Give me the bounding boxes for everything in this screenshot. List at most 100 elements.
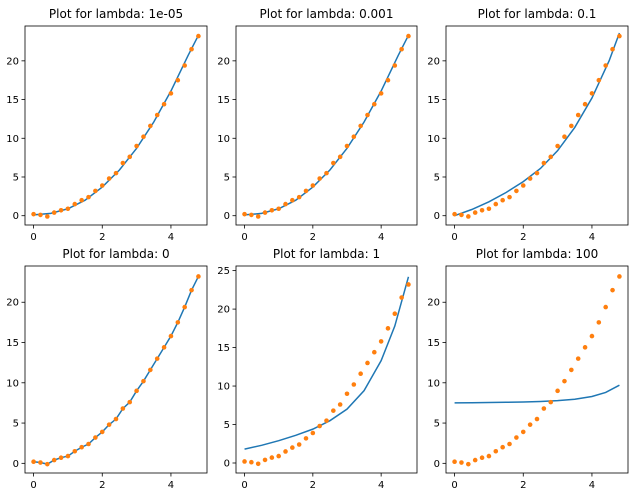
y-tick-label: 25 [217, 266, 230, 277]
data-point [45, 214, 50, 219]
data-point [392, 311, 398, 317]
data-point [527, 422, 533, 427]
data-point [290, 445, 295, 450]
data-point [93, 435, 98, 440]
data-point [472, 457, 478, 463]
data-point [113, 170, 119, 176]
axes-frame [235, 25, 418, 226]
axes-frame [24, 265, 208, 474]
data-point [365, 112, 370, 118]
data-point [276, 453, 281, 459]
x-tick-label: 4 [378, 232, 384, 243]
data-point [189, 46, 194, 52]
data-point [589, 333, 595, 339]
data-point [337, 402, 343, 407]
axes-frame [235, 265, 418, 474]
data-point [575, 112, 581, 118]
data-point [168, 333, 174, 339]
data-point [255, 461, 261, 467]
data-point [575, 356, 581, 361]
x-tick-label: 0 [30, 232, 36, 243]
data-point [276, 206, 281, 212]
data-point [38, 212, 43, 218]
data-point [534, 416, 540, 422]
y-tick-label: 15 [6, 95, 19, 106]
x-tick-label: 2 [520, 480, 526, 491]
data-point [31, 211, 36, 217]
y-tick-label: 5 [13, 419, 19, 430]
data-point [548, 399, 554, 405]
x-tick-label: 0 [451, 232, 457, 243]
data-point [406, 33, 411, 39]
subplot-title: Plot for lambda: 0.001 [260, 7, 394, 21]
data-point [65, 206, 71, 212]
data-point [351, 134, 357, 140]
y-tick-label: 15 [217, 343, 230, 354]
data-point [351, 382, 357, 387]
data-point [283, 201, 288, 207]
data-point [303, 188, 309, 194]
y-tick-label: 15 [427, 338, 440, 349]
data-point [399, 295, 404, 300]
data-point [596, 77, 602, 83]
subplot-2: Plot for lambda: 0.001 0 2 4 0 5 10 15 20 [217, 7, 418, 243]
x-tick-label: 2 [99, 232, 105, 243]
data-point [331, 160, 336, 166]
data-point [331, 408, 336, 413]
x-tick-label: 4 [168, 232, 174, 243]
y-tick-label: 20 [6, 298, 19, 309]
data-point [555, 388, 560, 394]
data-point [45, 461, 50, 467]
x-tick-label: 4 [589, 480, 595, 491]
data-point [555, 143, 560, 149]
data-point [500, 197, 505, 203]
y-tick-label: 20 [217, 56, 230, 67]
data-point [344, 143, 350, 149]
data-point [582, 101, 588, 107]
data-point [406, 282, 411, 287]
x-tick-label: 4 [378, 480, 384, 491]
data-point [310, 183, 316, 188]
data-point [534, 170, 540, 176]
data-point [303, 436, 309, 441]
data-point [344, 391, 350, 397]
x-tick-label: 2 [520, 232, 526, 243]
data-point [527, 176, 533, 181]
data-point [79, 197, 84, 203]
data-point [168, 91, 174, 96]
data-point [175, 77, 181, 83]
y-tick-label: 20 [427, 56, 440, 67]
data-point [182, 304, 187, 310]
data-point [148, 367, 153, 373]
data-point [337, 154, 343, 160]
data-point [296, 442, 302, 447]
data-point [589, 91, 595, 96]
x-tick-label: 0 [241, 480, 247, 491]
data-point [196, 33, 201, 39]
y-tick-label: 0 [224, 211, 230, 222]
y-tick-label: 0 [13, 211, 19, 222]
data-point [479, 207, 485, 213]
x-tick-label: 2 [310, 480, 316, 491]
data-point [242, 459, 247, 464]
data-point [541, 160, 547, 166]
data-point [269, 455, 275, 460]
data-point [269, 207, 275, 213]
y-tick-label: 0 [434, 459, 440, 470]
data-point [127, 399, 133, 405]
data-point [262, 457, 268, 463]
data-point [249, 459, 254, 465]
data-point [154, 112, 160, 118]
data-point [479, 455, 485, 461]
data-point [51, 457, 57, 463]
data-point [106, 422, 112, 427]
data-point [493, 201, 499, 207]
data-point [365, 360, 370, 366]
data-point [378, 339, 384, 344]
data-point [148, 123, 153, 129]
data-point [317, 423, 322, 429]
data-point [378, 91, 384, 96]
x-tick-label: 2 [310, 232, 316, 243]
data-point [127, 154, 133, 160]
data-point [154, 356, 160, 361]
